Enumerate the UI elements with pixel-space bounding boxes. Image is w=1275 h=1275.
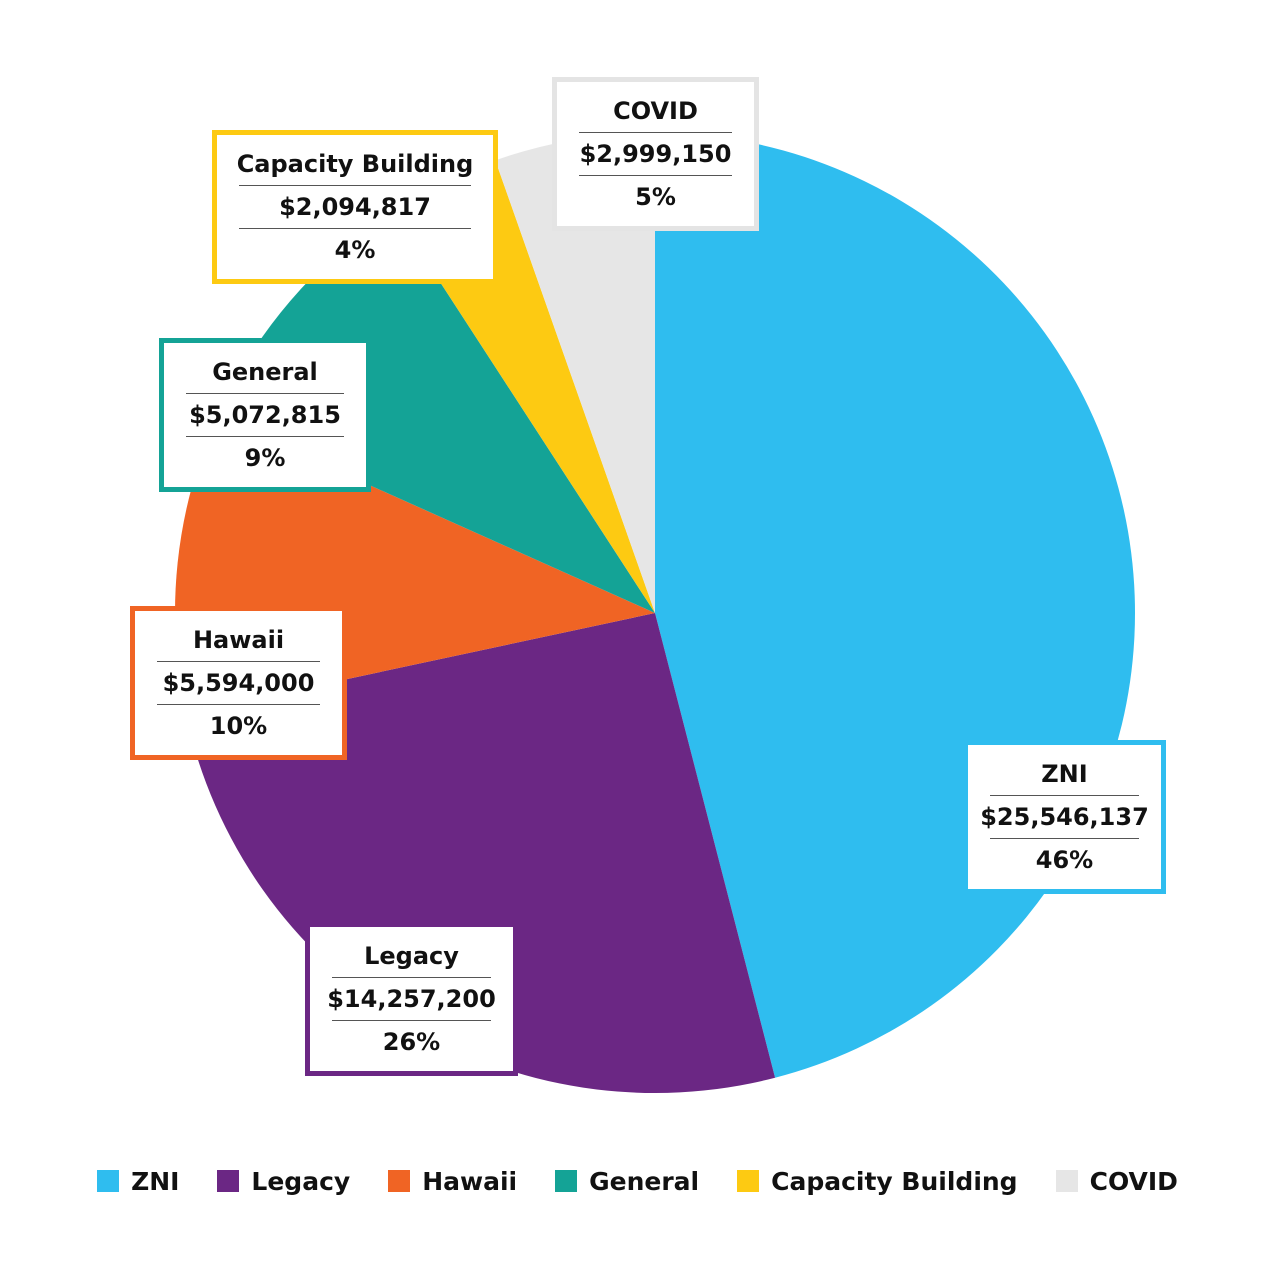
- label-divider: [157, 661, 320, 662]
- label-divider: [579, 132, 732, 133]
- legend: ZNI Legacy Hawaii General Capacity Building C…: [0, 1163, 1275, 1199]
- slice-label-covid: COVID $2,999,150 5%: [552, 77, 759, 231]
- label-divider: [239, 228, 471, 229]
- slice-label-name: Legacy: [364, 942, 459, 970]
- label-divider: [186, 393, 344, 394]
- slice-label-capacity-building: Capacity Building $2,094,817 4%: [212, 130, 498, 284]
- slice-label-amount: $25,546,137: [980, 803, 1149, 831]
- pie-slice-covid: [495, 133, 655, 613]
- legend-item-legacy: Legacy: [217, 1167, 350, 1196]
- legend-swatch: [555, 1170, 578, 1192]
- legend-label: COVID: [1089, 1166, 1178, 1196]
- label-divider: [239, 185, 471, 186]
- slice-label-percent: 10%: [209, 712, 268, 740]
- label-divider: [579, 175, 732, 176]
- legend-label: ZNI: [131, 1166, 180, 1196]
- slice-label-percent: 9%: [244, 444, 286, 472]
- legend-label: Hawaii: [422, 1166, 518, 1196]
- slice-label-legacy: Legacy $14,257,200 26%: [305, 922, 518, 1076]
- slice-label-percent: 26%: [382, 1028, 441, 1056]
- label-divider: [990, 795, 1139, 796]
- slice-label-percent: 46%: [1035, 846, 1094, 874]
- slice-label-hawaii: Hawaii $5,594,000 10%: [130, 606, 347, 760]
- slice-label-percent: 4%: [334, 236, 376, 264]
- slice-label-amount: $14,257,200: [327, 985, 496, 1013]
- slice-label-name: General: [212, 358, 318, 386]
- legend-swatch: [1055, 1170, 1078, 1192]
- slice-label-name: Hawaii: [192, 626, 285, 654]
- legend-label: Legacy: [251, 1166, 351, 1196]
- label-divider: [186, 436, 344, 437]
- legend-swatch: [737, 1170, 760, 1192]
- label-divider: [332, 1020, 491, 1021]
- slice-label-amount: $2,999,150: [579, 140, 732, 168]
- slice-label-name: COVID: [613, 97, 698, 125]
- label-divider: [157, 704, 320, 705]
- legend-label: Capacity Building: [771, 1166, 1018, 1196]
- slice-label-name: Capacity Building: [236, 150, 474, 178]
- label-divider: [332, 977, 491, 978]
- slice-label-percent: 5%: [635, 183, 676, 211]
- slice-label-amount: $5,594,000: [162, 669, 315, 697]
- legend-label: General: [589, 1166, 700, 1196]
- legend-swatch: [97, 1170, 120, 1192]
- slice-label-name: ZNI: [1041, 760, 1088, 788]
- slice-label-amount: $2,094,817: [279, 193, 431, 221]
- pie-slice-general: [216, 210, 655, 613]
- slice-label-general: General $5,072,815 9%: [159, 338, 371, 492]
- legend-swatch: [388, 1170, 411, 1192]
- legend-item-covid: COVID: [1055, 1166, 1178, 1196]
- slice-label-amount: $5,072,815: [189, 401, 341, 429]
- legend-item-general: General: [555, 1167, 699, 1196]
- label-divider: [990, 838, 1139, 839]
- legend-swatch: [217, 1170, 240, 1192]
- legend-item-hawaii: Hawaii: [388, 1167, 517, 1196]
- slice-label-zni: ZNI $25,546,137 46%: [963, 740, 1166, 894]
- legend-item-zni: ZNI: [97, 1167, 179, 1196]
- legend-item-capacity-building: Capacity Building: [737, 1166, 1018, 1196]
